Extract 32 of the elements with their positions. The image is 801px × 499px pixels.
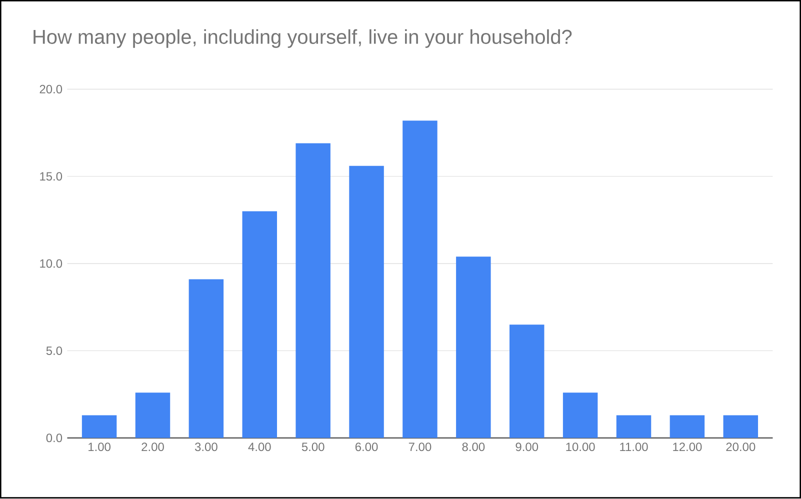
bar (135, 392, 170, 438)
x-tick-label: 10.00 (566, 442, 595, 452)
bar (242, 211, 278, 438)
bar (509, 324, 544, 438)
x-tick-label: 1.00 (88, 442, 110, 452)
bar (562, 392, 598, 438)
bar (82, 416, 117, 438)
x-tick-label: 5.00 (302, 442, 324, 452)
x-tick-label: 12.00 (673, 442, 702, 452)
bar (349, 166, 384, 438)
x-tick-label: 20.00 (726, 442, 756, 452)
bar (723, 416, 758, 438)
x-tick-label: 8.00 (462, 442, 485, 452)
y-tick-label: 10.0 (40, 260, 62, 268)
bar (402, 120, 438, 438)
bar (616, 416, 652, 438)
y-tick-label: 20.0 (40, 85, 62, 94)
bar (456, 256, 491, 438)
x-tick-label: 11.00 (620, 442, 648, 452)
x-tick-label: 6.00 (355, 442, 378, 452)
y-tick-label: 15.0 (40, 172, 62, 181)
y-tick-label: 0.0 (46, 434, 62, 442)
x-tick-label: 4.00 (248, 442, 271, 452)
x-tick-label: 7.00 (408, 442, 432, 452)
x-tick-label: 2.00 (142, 442, 164, 452)
bar (296, 143, 330, 438)
bar (670, 416, 705, 438)
x-tick-label: 9.00 (516, 442, 538, 452)
bar (188, 280, 224, 438)
chart-title: How many people, including yourself, live in your household? (34, 30, 572, 48)
x-tick-label: 3.00 (194, 442, 218, 452)
y-tick-label: 5.0 (46, 346, 62, 356)
